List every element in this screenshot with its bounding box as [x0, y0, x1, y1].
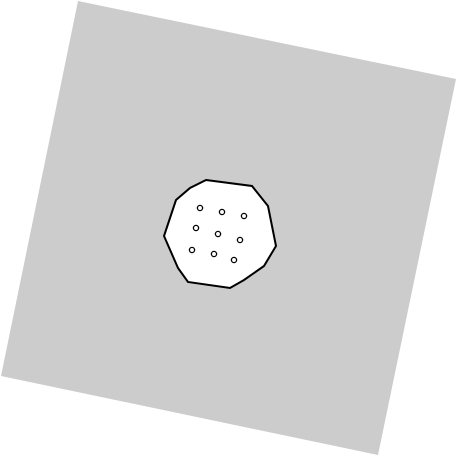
- hole-9: [230, 256, 238, 264]
- hole-7: [188, 246, 196, 254]
- hole-1: [196, 204, 204, 212]
- hole-5: [214, 230, 222, 238]
- hole-6: [236, 236, 244, 244]
- hole-grid: [188, 204, 248, 264]
- hole-3: [240, 212, 248, 220]
- hole-2: [218, 208, 226, 216]
- hole-8: [210, 250, 218, 258]
- hole-4: [192, 224, 200, 232]
